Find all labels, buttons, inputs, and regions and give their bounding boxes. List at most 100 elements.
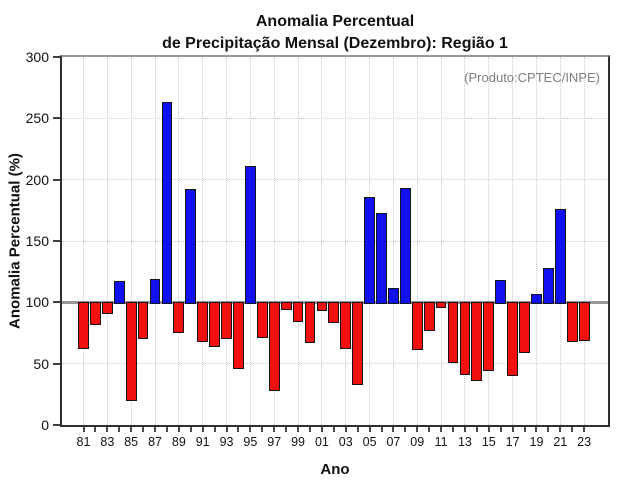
v-gridline-19: [535, 57, 537, 425]
bar-23: [578, 302, 590, 341]
bar-22: [566, 302, 578, 342]
v-gridline-89: [178, 57, 180, 425]
v-gridline-87: [154, 57, 156, 425]
y-tick-label-300: 300: [25, 49, 49, 65]
x-tick-label-17: 17: [505, 435, 520, 449]
x-tick-label-95: 95: [243, 435, 258, 449]
v-gridline-09: [416, 57, 418, 425]
bar-96: [256, 302, 268, 339]
x-tick-08: [404, 427, 407, 432]
v-gridline-13: [464, 57, 466, 425]
x-tick-89: [177, 427, 180, 432]
bar-95: [244, 166, 256, 305]
x-tick-98: [285, 427, 288, 432]
x-tick-99: [297, 427, 300, 432]
bar-83: [101, 302, 113, 314]
v-gridline-11: [440, 57, 442, 425]
bar-19: [531, 293, 542, 305]
x-tick-12: [452, 427, 455, 432]
bar-98: [280, 302, 292, 310]
x-tick-93: [225, 427, 228, 432]
h-gridline-250: [62, 117, 608, 119]
x-tick-19: [535, 427, 538, 432]
x-tick-label-85: 85: [124, 435, 139, 449]
bar-85: [125, 302, 137, 401]
bar-11: [435, 302, 447, 308]
bar-14: [471, 302, 483, 382]
x-tick-label-07: 07: [386, 435, 401, 449]
v-gridline-93: [226, 57, 228, 425]
bar-07: [388, 287, 399, 305]
x-tick-label-03: 03: [338, 435, 353, 449]
bar-02: [328, 302, 340, 324]
bar-93: [221, 302, 232, 340]
x-tick-86: [142, 427, 145, 432]
v-gridline-15: [488, 57, 490, 425]
x-tick-17: [511, 427, 514, 432]
x-tick-10: [428, 427, 431, 432]
y-tick-50: [53, 362, 60, 365]
bar-81: [78, 302, 89, 350]
bar-97: [268, 302, 280, 391]
chart-title-line2: de Precipitação Mensal (Dezembro): Regiã…: [162, 35, 508, 52]
y-tick-200: [53, 178, 60, 181]
x-tick-95: [249, 427, 252, 432]
x-tick-label-09: 09: [410, 435, 425, 449]
x-tick-label-89: 89: [171, 435, 186, 449]
bar-88: [161, 102, 173, 305]
x-tick-83: [106, 427, 109, 432]
bar-20: [542, 267, 554, 305]
x-tick-label-11: 11: [434, 435, 448, 449]
y-tick-label-250: 250: [25, 110, 49, 127]
y-tick-100: [53, 301, 60, 304]
x-tick-11: [440, 427, 443, 432]
x-tick-21: [559, 427, 562, 432]
y-tick-label-50: 50: [33, 355, 49, 372]
bar-05: [364, 196, 375, 305]
v-gridline-91: [202, 57, 204, 425]
y-tick-250: [53, 117, 60, 120]
x-tick-label-81: 81: [76, 435, 91, 449]
x-tick-label-91: 91: [195, 435, 210, 449]
x-tick-label-15: 15: [481, 435, 496, 449]
x-tick-label-99: 99: [291, 435, 305, 449]
x-tick-07: [392, 427, 395, 432]
bar-99: [292, 302, 304, 323]
bar-92: [209, 302, 221, 347]
bar-04: [352, 302, 364, 385]
v-gridline-07: [392, 57, 394, 425]
x-tick-04: [356, 427, 359, 432]
bar-00: [304, 302, 316, 344]
h-gridline-50: [62, 363, 608, 365]
x-tick-09: [416, 427, 419, 432]
x-tick-22: [571, 427, 574, 432]
v-gridline-23: [583, 57, 585, 425]
bar-17: [507, 302, 519, 377]
bar-06: [376, 212, 387, 305]
x-tick-13: [463, 427, 466, 432]
bar-82: [90, 302, 101, 325]
x-tick-88: [165, 427, 168, 432]
h-gridline-150: [62, 240, 608, 242]
bar-18: [519, 302, 530, 353]
bar-87: [149, 279, 161, 305]
x-tick-label-21: 21: [553, 435, 568, 449]
v-gridline-97: [273, 57, 275, 425]
x-tick-92: [213, 427, 216, 432]
x-tick-82: [94, 427, 97, 432]
x-tick-85: [130, 427, 133, 432]
bar-10: [423, 302, 435, 331]
produto-annotation: (Produto:CPTEC/INPE): [464, 70, 600, 85]
plot-area: (Produto:CPTEC/INPE): [60, 55, 610, 427]
bar-08: [399, 188, 411, 305]
x-tick-87: [154, 427, 157, 432]
x-tick-label-83: 83: [100, 435, 115, 449]
x-tick-23: [583, 427, 586, 432]
bar-21: [554, 209, 566, 305]
bar-01: [316, 302, 328, 312]
v-gridline-83: [106, 57, 108, 425]
x-tick-02: [332, 427, 335, 432]
y-tick-0: [53, 424, 60, 426]
bar-90: [185, 189, 197, 305]
